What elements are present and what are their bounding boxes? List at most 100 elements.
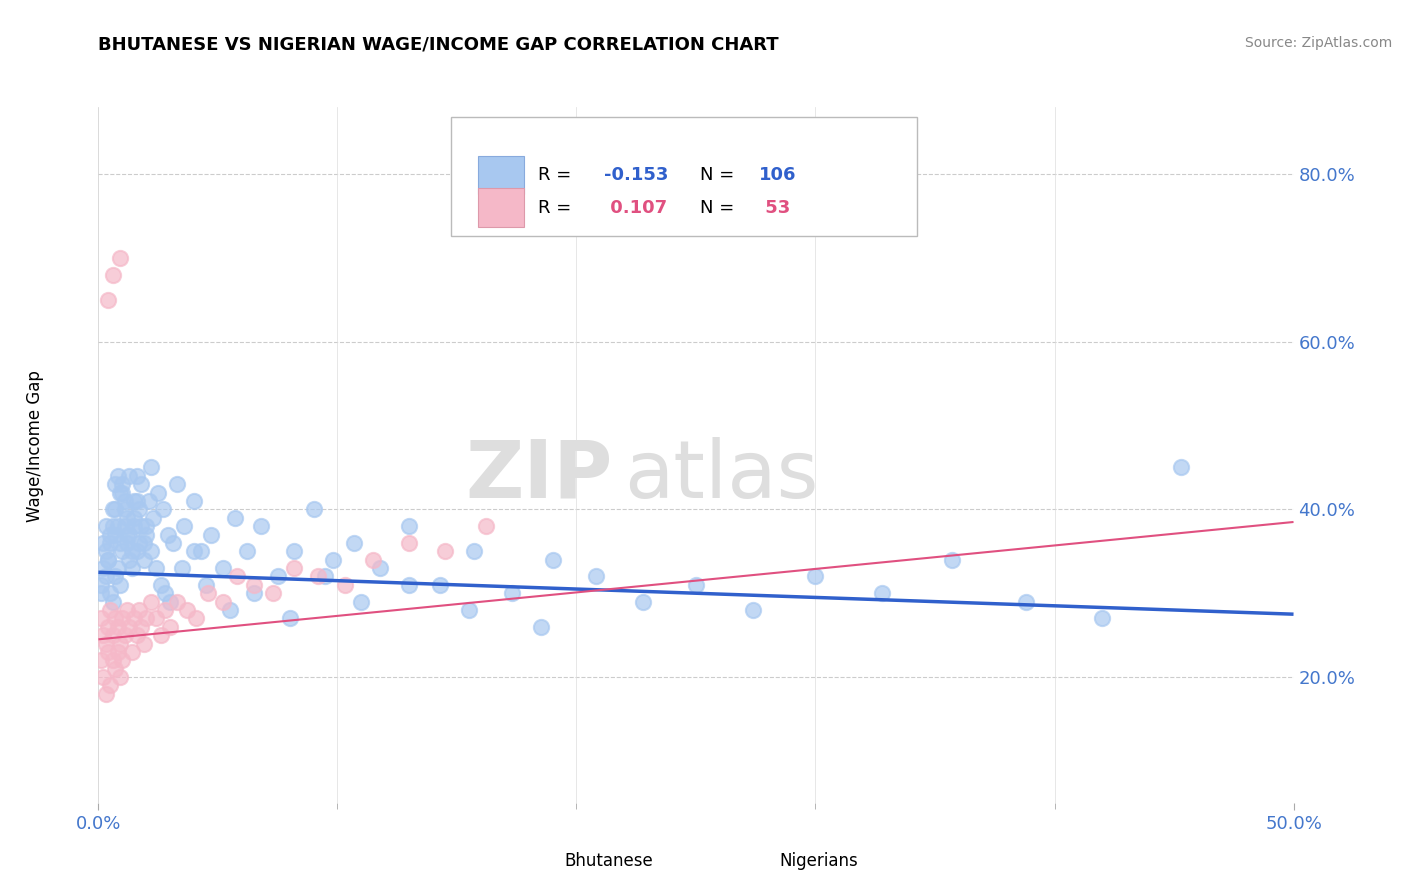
Point bbox=[128, 536, 150, 550]
Point bbox=[115, 510, 138, 524]
Point bbox=[91, 536, 114, 550]
Point bbox=[1015, 594, 1038, 608]
Text: Nigerians: Nigerians bbox=[779, 852, 859, 870]
Point bbox=[685, 578, 707, 592]
Point bbox=[463, 544, 485, 558]
Point bbox=[183, 544, 205, 558]
Point bbox=[128, 603, 150, 617]
Point bbox=[91, 561, 114, 575]
Point bbox=[243, 578, 266, 592]
Point bbox=[118, 468, 141, 483]
Text: Wage/Income Gap: Wage/Income Gap bbox=[27, 370, 44, 522]
Point bbox=[114, 519, 136, 533]
Point bbox=[104, 527, 127, 541]
Point bbox=[155, 586, 177, 600]
Point bbox=[114, 502, 136, 516]
Point bbox=[118, 527, 141, 541]
Point bbox=[118, 620, 141, 634]
Point bbox=[101, 594, 124, 608]
Point bbox=[197, 586, 219, 600]
Point bbox=[872, 586, 894, 600]
Point bbox=[398, 578, 420, 592]
Point bbox=[104, 477, 127, 491]
Text: Source: ZipAtlas.com: Source: ZipAtlas.com bbox=[1244, 36, 1392, 50]
Point bbox=[149, 628, 172, 642]
Point bbox=[132, 552, 155, 566]
Point bbox=[804, 569, 827, 583]
Point bbox=[125, 494, 148, 508]
Point bbox=[250, 519, 273, 533]
Text: 0.107: 0.107 bbox=[605, 199, 666, 217]
Point bbox=[333, 578, 356, 592]
Point bbox=[108, 485, 131, 500]
Point bbox=[121, 544, 143, 558]
Point bbox=[302, 502, 325, 516]
Point bbox=[429, 578, 451, 592]
Point bbox=[190, 544, 212, 558]
Point bbox=[159, 620, 181, 634]
Point bbox=[111, 544, 134, 558]
Point bbox=[363, 552, 385, 566]
Point bbox=[97, 552, 120, 566]
Text: N =: N = bbox=[700, 166, 734, 184]
Point bbox=[91, 628, 114, 642]
Point bbox=[94, 636, 117, 650]
Point bbox=[97, 620, 120, 634]
Point bbox=[94, 569, 117, 583]
Point bbox=[124, 519, 146, 533]
Point bbox=[98, 586, 122, 600]
Point bbox=[97, 552, 120, 566]
Text: -0.153: -0.153 bbox=[605, 166, 668, 184]
Point bbox=[90, 586, 112, 600]
Point bbox=[98, 536, 122, 550]
Point bbox=[107, 561, 129, 575]
Point bbox=[139, 594, 162, 608]
Point bbox=[176, 603, 198, 617]
Point bbox=[315, 569, 337, 583]
Point bbox=[124, 611, 146, 625]
Point bbox=[115, 527, 138, 541]
Point bbox=[101, 268, 124, 282]
Point bbox=[145, 561, 167, 575]
Point bbox=[166, 477, 188, 491]
Point bbox=[243, 586, 266, 600]
Point bbox=[121, 561, 143, 575]
Point bbox=[307, 569, 329, 583]
Point bbox=[101, 628, 124, 642]
Point bbox=[501, 586, 523, 600]
Point bbox=[98, 678, 122, 692]
Point bbox=[124, 510, 146, 524]
Point bbox=[224, 510, 246, 524]
Point bbox=[145, 611, 167, 625]
FancyBboxPatch shape bbox=[451, 118, 917, 235]
Point bbox=[128, 502, 150, 516]
FancyBboxPatch shape bbox=[738, 847, 773, 874]
Point bbox=[398, 536, 420, 550]
Point bbox=[633, 594, 655, 608]
Point bbox=[1091, 611, 1114, 625]
Point bbox=[132, 536, 155, 550]
Point bbox=[149, 578, 172, 592]
Point bbox=[186, 611, 208, 625]
Point bbox=[104, 662, 127, 676]
Point bbox=[159, 594, 181, 608]
Point bbox=[94, 687, 117, 701]
Point bbox=[114, 628, 136, 642]
Point bbox=[148, 485, 170, 500]
Point bbox=[115, 536, 138, 550]
Point bbox=[108, 251, 131, 265]
Point bbox=[474, 519, 496, 533]
FancyBboxPatch shape bbox=[478, 156, 524, 194]
Point bbox=[350, 594, 373, 608]
Point bbox=[226, 569, 249, 583]
Point bbox=[139, 460, 162, 475]
Point bbox=[115, 603, 138, 617]
Point bbox=[108, 578, 131, 592]
Point bbox=[283, 561, 305, 575]
Point bbox=[235, 544, 257, 558]
Point bbox=[173, 519, 195, 533]
Point bbox=[111, 477, 134, 491]
Point bbox=[94, 544, 117, 558]
Point bbox=[107, 468, 129, 483]
Point bbox=[104, 569, 127, 583]
